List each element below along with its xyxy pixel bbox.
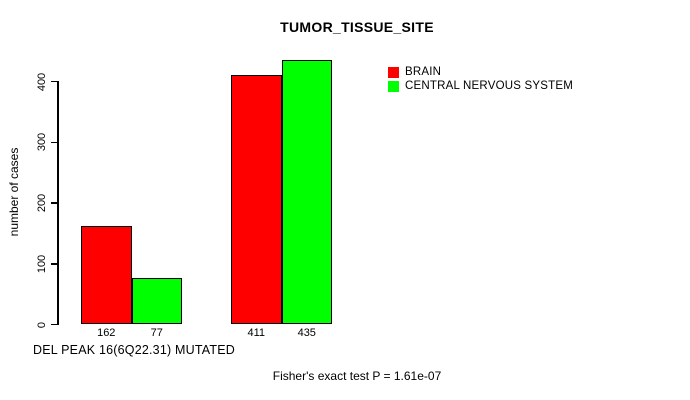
y-tick-label: 200 xyxy=(36,193,48,213)
x-axis-label: DEL PEAK 16(6Q22.31) MUTATED xyxy=(33,343,235,357)
y-tick-label: 400 xyxy=(36,72,48,91)
bar-value-label: 77 xyxy=(150,327,163,339)
y-tick-mark xyxy=(51,141,57,143)
legend-item: BRAIN xyxy=(388,65,573,79)
y-tick-label: 300 xyxy=(36,133,48,152)
bar-central-nervous-system xyxy=(131,277,182,325)
bar-central-nervous-system xyxy=(281,60,332,325)
bar-brain xyxy=(81,226,132,325)
legend-item: CENTRAL NERVOUS SYSTEM xyxy=(388,79,573,93)
legend-swatch xyxy=(388,66,399,78)
bar-brain xyxy=(231,74,282,325)
bar-value-label: 411 xyxy=(247,327,266,339)
y-tick-mark xyxy=(51,202,57,204)
y-tick-label: 100 xyxy=(36,254,48,273)
y-tick-mark xyxy=(51,323,57,326)
legend-swatch xyxy=(388,80,399,92)
y-axis-label: number of cases xyxy=(7,147,21,237)
bar-value-label: 162 xyxy=(97,327,116,339)
y-axis-line xyxy=(57,81,59,325)
y-tick-mark xyxy=(51,263,57,265)
legend-label: CENTRAL NERVOUS SYSTEM xyxy=(405,80,573,92)
y-tick-mark xyxy=(51,80,57,83)
bar-value-label: 435 xyxy=(297,327,316,339)
y-tick-label: 0 xyxy=(36,321,48,328)
chart-title: TUMOR_TISSUE_SITE xyxy=(280,19,434,35)
annotation-fisher-test: Fisher's exact test P = 1.61e-07 xyxy=(272,369,442,383)
legend-label: BRAIN xyxy=(405,66,442,78)
legend: BRAIN CENTRAL NERVOUS SYSTEM xyxy=(388,65,573,93)
